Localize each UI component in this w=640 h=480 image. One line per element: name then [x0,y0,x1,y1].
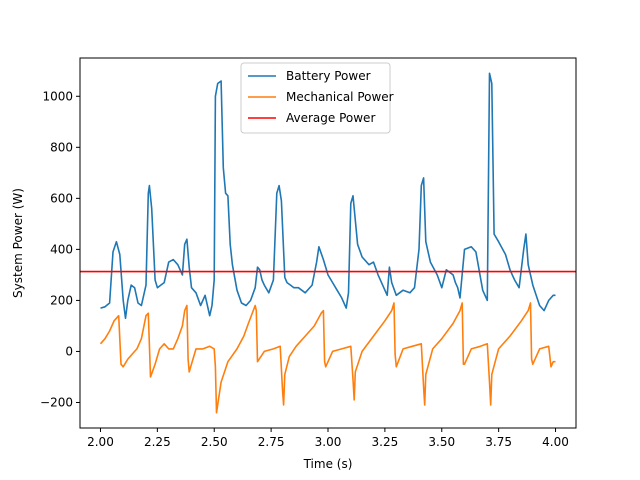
y-axis: −200 0 200 400 600 800 1000 [40,89,80,409]
x-tick-label: 3.00 [315,435,342,449]
x-tick-label: 3.25 [372,435,399,449]
y-tick-label: 800 [50,140,73,154]
legend-label-average-power: Average Power [286,111,375,125]
x-tick-label: 2.25 [144,435,171,449]
y-tick-label: −200 [40,395,73,409]
series-layer [80,72,576,414]
x-tick-label: 3.75 [485,435,512,449]
x-tick-label: 2.50 [201,435,228,449]
y-tick-label: 0 [65,344,73,358]
legend-box [240,62,391,134]
x-tick-label: 3.50 [428,435,455,449]
legend-label-mechanical-power: Mechanical Power [286,90,394,104]
y-tick-label: 600 [50,191,73,205]
y-tick-label: 200 [50,293,73,307]
y-axis-label: System Power (W) [11,188,25,298]
x-tick-label: 2.75 [258,435,285,449]
battery-power-line [100,72,556,320]
y-tick-label: 1000 [42,89,73,103]
x-axis-label: Time (s) [303,457,353,471]
x-tick-label: 4.00 [542,435,569,449]
x-axis: 2.00 2.25 2.50 2.75 3.00 3.25 3.50 3.75 4.00 [87,428,569,449]
legend-label-battery-power: Battery Power [286,69,371,83]
x-tick-label: 2.00 [87,435,114,449]
mechanical-power-line [99,302,556,414]
y-tick-label: 400 [50,242,73,256]
legend: Battery Power Mechanical Power Average Pow… [240,62,394,134]
